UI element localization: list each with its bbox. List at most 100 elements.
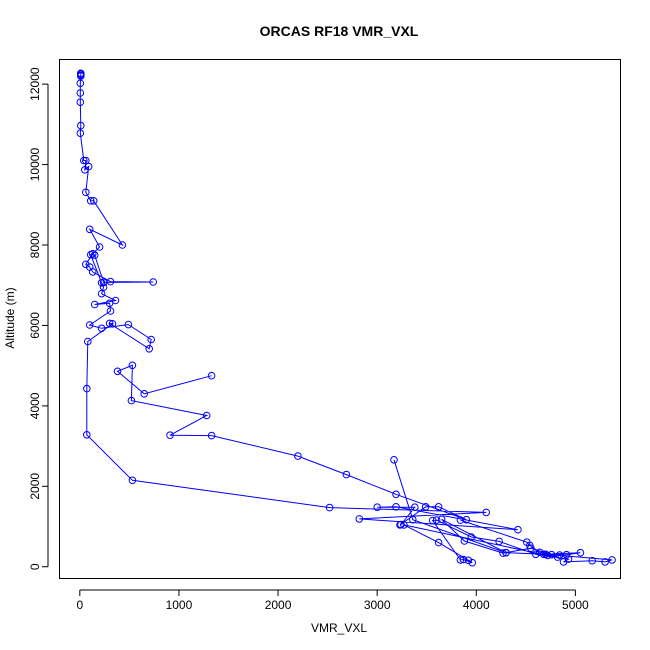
- y-axis: 0 2000 4000 6000 8000 10000 12000: [28, 67, 49, 570]
- data-point: [601, 558, 609, 566]
- x-tick-label: 0: [76, 598, 83, 612]
- data-point: [464, 556, 473, 565]
- data-point: [355, 515, 364, 523]
- y-tick-label: 8000: [28, 231, 42, 258]
- data-point: [77, 121, 85, 130]
- data-point: [468, 558, 477, 567]
- data-point: [421, 503, 430, 511]
- data-point: [392, 490, 400, 499]
- data-point: [127, 396, 136, 405]
- data-point: [97, 324, 106, 333]
- data-point: [409, 515, 417, 524]
- data-point: [86, 250, 95, 259]
- data-point: [147, 335, 155, 344]
- data-point: [89, 197, 98, 205]
- data-point: [90, 300, 99, 309]
- data-point: [456, 556, 465, 564]
- data-point: [514, 525, 522, 534]
- data-point: [588, 556, 597, 565]
- data-point: [373, 503, 382, 512]
- data-point: [83, 384, 91, 393]
- data-point: [342, 470, 351, 479]
- y-tick-label: 6000: [28, 312, 42, 339]
- data-point: [539, 550, 548, 559]
- data-point: [325, 503, 334, 512]
- data-point: [392, 503, 400, 511]
- data-point: [128, 361, 137, 370]
- y-tick-label: 12000: [28, 67, 42, 101]
- data-point: [106, 307, 115, 315]
- data-point: [85, 225, 94, 234]
- y-tick-label: 2000: [28, 473, 42, 500]
- data-point: [462, 515, 471, 524]
- data-point: [400, 521, 408, 529]
- data-point: [434, 503, 443, 511]
- data-point: [294, 452, 302, 460]
- data-point: [76, 89, 85, 97]
- data-point: [543, 551, 552, 560]
- data-point: [80, 156, 88, 165]
- data-point: [432, 516, 441, 524]
- data-point: [76, 98, 85, 106]
- data-point: [608, 556, 616, 564]
- data-point: [532, 550, 540, 559]
- data-point: [553, 553, 562, 561]
- data-point: [86, 197, 95, 205]
- data-point: [495, 537, 503, 546]
- data-point: [207, 431, 216, 440]
- data-point: [482, 508, 491, 517]
- data-point: [411, 503, 419, 512]
- data-point: [82, 156, 90, 165]
- data-point: [460, 537, 469, 545]
- y-tick-label: 0: [28, 563, 42, 570]
- data-point: [113, 367, 122, 376]
- data-point: [84, 162, 93, 171]
- x-axis-label: VMR_VXL: [311, 621, 367, 635]
- data-point: [459, 555, 468, 564]
- data-point: [128, 476, 137, 485]
- data-point: [499, 549, 507, 557]
- data-point: [523, 538, 531, 547]
- data-point: [90, 251, 99, 259]
- data-point: [97, 279, 106, 287]
- data-point: [456, 516, 465, 524]
- data-point: [76, 129, 85, 137]
- data-point: [77, 72, 85, 80]
- data-point: [108, 320, 117, 328]
- y-tick-label: 4000: [28, 392, 42, 419]
- data-point: [434, 538, 443, 547]
- x-tick-label: 4000: [463, 598, 490, 612]
- data-point: [149, 278, 157, 286]
- data-point: [82, 188, 90, 197]
- data-point: [467, 533, 476, 541]
- x-tick-label: 1000: [166, 598, 193, 612]
- data-point: [111, 296, 120, 305]
- chart-title: ORCAS RF18 VMR_VXL: [260, 23, 419, 39]
- data-point: [76, 79, 85, 88]
- x-tick-label: 2000: [265, 598, 292, 612]
- data-point: [83, 431, 91, 439]
- data-point: [166, 431, 174, 440]
- y-axis-label: Altitude (m): [3, 287, 17, 348]
- data-point: [207, 371, 216, 380]
- data-point: [564, 555, 573, 563]
- data-point: [84, 337, 92, 346]
- data-point: [390, 456, 398, 464]
- data-point: [118, 241, 127, 249]
- x-axis: 0 1000 2000 3000 4000 5000: [76, 589, 589, 612]
- data-point: [97, 289, 106, 298]
- data-point: [105, 299, 114, 308]
- data-point: [576, 548, 585, 557]
- data-point: [396, 521, 404, 529]
- plot-area: [76, 69, 616, 567]
- plot-frame: [59, 59, 621, 579]
- data-point: [124, 320, 133, 329]
- data-point: [140, 390, 148, 398]
- data-point: [95, 243, 104, 251]
- data-point: [555, 551, 564, 559]
- data-point: [202, 411, 211, 420]
- data-point: [145, 345, 153, 353]
- data-point: [88, 268, 97, 276]
- y-tick-label: 10000: [28, 148, 42, 182]
